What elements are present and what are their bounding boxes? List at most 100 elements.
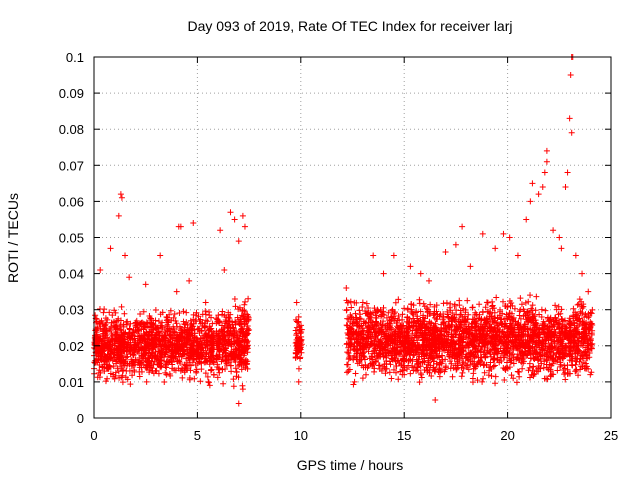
data-point (152, 317, 159, 324)
data-point (235, 353, 242, 360)
data-point (183, 319, 190, 326)
data-point (179, 374, 186, 381)
data-point (197, 316, 204, 323)
data-point (163, 323, 170, 330)
data-point (190, 316, 197, 323)
data-point (176, 358, 183, 365)
data-point (230, 376, 237, 383)
data-point (162, 363, 169, 370)
data-point (459, 223, 466, 230)
data-point (567, 72, 574, 79)
data-point (170, 323, 177, 330)
data-point (92, 357, 99, 364)
data-point (122, 252, 129, 259)
data-point (193, 309, 200, 316)
data-point (500, 230, 507, 237)
x-tick-label: 5 (194, 428, 201, 443)
data-point (232, 321, 239, 328)
data-point (143, 378, 150, 385)
data-point (442, 248, 449, 255)
data-point (171, 366, 178, 373)
data-point (102, 333, 109, 340)
data-point (147, 364, 154, 371)
data-point (98, 317, 105, 324)
data-point (99, 363, 106, 370)
data-point (388, 375, 395, 382)
data-point (237, 329, 244, 336)
data-point (96, 367, 103, 374)
data-point (202, 370, 209, 377)
data-point (508, 300, 515, 307)
y-tick-label: 0.05 (59, 231, 84, 246)
data-point (119, 367, 126, 374)
data-point (231, 295, 238, 302)
data-point (219, 330, 226, 337)
data-point (479, 308, 486, 315)
x-tick-label: 25 (604, 428, 618, 443)
data-point (143, 329, 150, 336)
data-point (187, 322, 194, 329)
data-point (209, 333, 216, 340)
y-tick-label: 0 (77, 411, 84, 426)
data-point (223, 338, 230, 345)
data-point (529, 180, 536, 187)
data-point (228, 356, 235, 363)
data-point (386, 369, 393, 376)
data-point (178, 333, 185, 340)
data-point (164, 328, 171, 335)
data-point (155, 318, 162, 325)
data-point (186, 277, 193, 284)
data-point (104, 343, 111, 350)
data-point (98, 346, 105, 353)
data-point (464, 357, 471, 364)
data-point (153, 334, 160, 341)
data-point (178, 353, 185, 360)
axis-ticks: 0 5 10 15 20 25 0 0.01 0.02 0.03 0.04 0.05 0.06 0.07 0… (59, 50, 619, 443)
data-point (449, 373, 456, 380)
data-point (157, 252, 164, 259)
data-point (575, 372, 582, 379)
data-point (175, 351, 182, 358)
data-point (183, 309, 190, 316)
data-point (108, 319, 115, 326)
data-point (215, 340, 222, 347)
data-point (527, 198, 534, 205)
data-point (228, 338, 235, 345)
data-point (493, 294, 500, 301)
data-point (441, 333, 448, 340)
data-point (101, 353, 108, 360)
data-point (111, 324, 118, 331)
data-point (97, 325, 104, 332)
data-point (359, 375, 366, 382)
data-point (230, 383, 237, 390)
data-point (195, 313, 202, 320)
data-point (177, 347, 184, 354)
data-point (241, 316, 248, 323)
data-point (231, 339, 238, 346)
data-point (568, 129, 575, 136)
data-point (203, 357, 210, 364)
data-point (416, 300, 423, 307)
data-point (523, 216, 530, 223)
data-point (516, 373, 523, 380)
data-point (234, 314, 241, 321)
data-point (202, 317, 209, 324)
data-point (130, 359, 137, 366)
data-point (556, 320, 563, 327)
data-point (118, 341, 125, 348)
data-point (107, 245, 114, 252)
data-point (543, 158, 550, 165)
data-point (296, 327, 303, 334)
data-point (467, 263, 474, 270)
y-tick-label: 0.08 (59, 122, 84, 137)
data-point (228, 368, 235, 375)
data-point (293, 331, 300, 338)
data-point (124, 318, 131, 325)
data-point (93, 332, 100, 339)
data-point (390, 252, 397, 259)
data-point (159, 309, 166, 316)
data-point (173, 320, 180, 327)
data-point (570, 305, 577, 312)
data-point (111, 347, 118, 354)
